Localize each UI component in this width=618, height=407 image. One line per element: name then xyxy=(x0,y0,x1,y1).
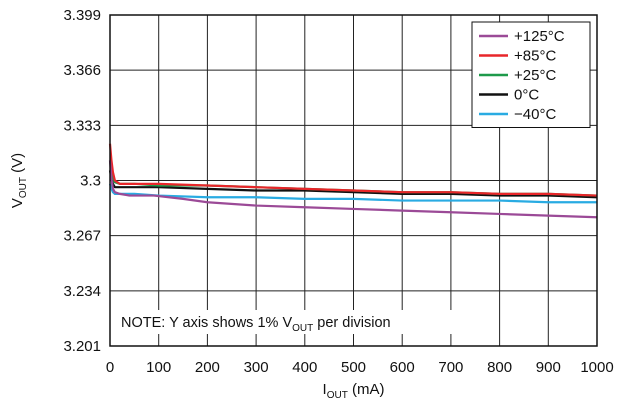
note-background xyxy=(116,310,466,334)
x-axis-label-rest: (mA) xyxy=(348,381,385,398)
y-tick-label: 3.267 xyxy=(63,228,101,245)
note-sub: OUT xyxy=(292,323,313,334)
x-tick-label: 800 xyxy=(487,359,512,376)
y-tick-label: 3.333 xyxy=(63,117,101,134)
x-axis-label-sub: OUT xyxy=(327,390,348,401)
x-tick-label: 200 xyxy=(195,359,220,376)
x-tick-label: 400 xyxy=(292,359,317,376)
note-pre: NOTE: Y axis shows 1% V xyxy=(121,315,292,331)
series-line-4 xyxy=(108,183,597,204)
y-tick-labels: 3.201 3.234 3.267 3.3 3.333 3.366 3.399 xyxy=(63,7,101,355)
y-tick-label: 3.399 xyxy=(63,7,101,24)
y-axis-label-sub: OUT xyxy=(18,177,29,198)
y-axis-label-main: V xyxy=(9,198,26,208)
y-tick-label: 3.366 xyxy=(63,62,101,79)
y-tick-label: 3.3 xyxy=(80,173,101,190)
series-line-0 xyxy=(108,160,598,219)
legend: +125°C +85°C +25°C 0°C −40°C xyxy=(471,21,591,128)
legend-label: −40°C xyxy=(514,106,556,123)
x-tick-label: 900 xyxy=(536,359,561,376)
x-tick-label: 300 xyxy=(244,359,269,376)
y-axis-label: VOUT (V) xyxy=(9,153,29,208)
x-tick-label: 700 xyxy=(438,359,463,376)
y-tick-label: 3.201 xyxy=(63,338,101,355)
y-tick-label: 3.234 xyxy=(63,283,101,300)
x-tick-label: 600 xyxy=(390,359,415,376)
x-tick-label: 100 xyxy=(146,359,171,376)
series-layer xyxy=(108,143,598,219)
legend-label: +125°C xyxy=(514,28,565,45)
legend-label: +25°C xyxy=(514,67,556,84)
note-post: per division xyxy=(313,315,390,331)
series-line-1 xyxy=(108,143,598,197)
x-tick-label: 500 xyxy=(341,359,366,376)
note-annotation: NOTE: Y axis shows 1% VOUT per division xyxy=(121,315,391,334)
x-tick-labels: 0 100 200 300 400 500 600 700 800 900 1000 xyxy=(106,359,614,376)
legend-label: +85°C xyxy=(514,48,556,65)
legend-label: 0°C xyxy=(514,87,539,104)
y-axis-label-rest: (V) xyxy=(9,153,26,177)
x-axis-label-main: I xyxy=(323,381,327,398)
note-box: NOTE: Y axis shows 1% VOUT per division xyxy=(116,310,466,334)
x-tick-label: 1000 xyxy=(580,359,613,376)
x-tick-label: 0 xyxy=(106,359,114,376)
x-axis-label: IOUT (mA) xyxy=(323,381,385,401)
series-line-3 xyxy=(108,170,598,199)
plot-frame xyxy=(109,14,598,347)
